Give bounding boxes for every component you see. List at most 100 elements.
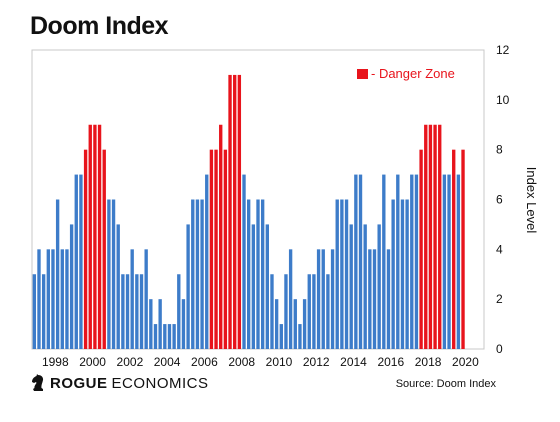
bar <box>391 199 395 349</box>
bar <box>121 274 125 349</box>
bar <box>312 274 316 349</box>
bar-danger <box>428 124 433 349</box>
x-tick-label: 2002 <box>117 355 144 369</box>
bar <box>302 299 307 349</box>
bar <box>116 224 120 349</box>
bar <box>358 174 363 349</box>
bar <box>32 274 37 349</box>
x-tick-label: 2010 <box>266 355 293 369</box>
bar <box>177 274 181 349</box>
bar <box>372 249 377 349</box>
bar-danger <box>223 149 228 349</box>
bar <box>167 324 172 349</box>
bar <box>135 274 139 349</box>
y-tick-label: 8 <box>496 143 503 157</box>
bar <box>349 224 353 349</box>
bar <box>405 199 409 349</box>
bar-danger <box>419 149 423 349</box>
bar-danger <box>214 149 218 349</box>
bar <box>260 199 265 349</box>
brand-name-rest: ECONOMICS <box>111 374 209 392</box>
bar <box>242 174 246 349</box>
bar-danger <box>237 74 242 350</box>
bar <box>382 174 386 349</box>
y-tick-label: 6 <box>496 193 503 207</box>
bar <box>69 224 74 349</box>
bar <box>55 199 60 349</box>
y-tick-label: 10 <box>496 93 510 107</box>
x-tick-label: 2006 <box>191 355 218 369</box>
brand-name-bold: ROGUE <box>50 374 108 392</box>
bar <box>330 249 335 349</box>
bar <box>274 299 279 349</box>
x-tick-label: 1998 <box>42 355 69 369</box>
bar <box>321 249 325 349</box>
x-tick-label: 2018 <box>415 355 442 369</box>
bar-danger <box>97 124 102 349</box>
bar <box>335 199 339 349</box>
bar <box>386 249 391 349</box>
bar <box>447 174 451 349</box>
bar <box>195 199 200 349</box>
bar <box>107 199 111 349</box>
bar <box>288 249 293 349</box>
x-tick-label: 2000 <box>79 355 106 369</box>
x-tick-label: 2014 <box>340 355 367 369</box>
bar <box>265 224 269 349</box>
bar <box>186 224 190 349</box>
bar <box>149 299 153 349</box>
brand-logo: ROGUE ECONOMICS <box>30 374 209 392</box>
bar <box>326 274 330 349</box>
bar <box>410 174 414 349</box>
bar <box>60 249 64 349</box>
bar <box>144 249 148 349</box>
bar <box>153 324 158 349</box>
x-tick-label: 2016 <box>377 355 404 369</box>
bar <box>205 174 209 349</box>
bar <box>377 224 381 349</box>
bar <box>307 274 311 349</box>
bar <box>340 199 344 349</box>
bar-danger <box>452 149 456 349</box>
bar <box>256 199 260 349</box>
bar <box>172 324 176 349</box>
y-tick-label: 4 <box>496 242 503 256</box>
bar-danger <box>461 149 465 349</box>
bar <box>368 249 372 349</box>
bar <box>111 199 116 349</box>
bar <box>191 199 195 349</box>
bar-danger <box>433 124 437 349</box>
legend-swatch <box>357 69 368 79</box>
bar <box>158 299 162 349</box>
chart-title: Doom Index <box>30 12 169 40</box>
bar <box>51 249 55 349</box>
bar <box>79 174 83 349</box>
bar <box>400 199 405 349</box>
bar <box>65 249 69 349</box>
bar <box>293 299 297 349</box>
bar-danger <box>209 149 214 349</box>
bar <box>37 249 41 349</box>
x-tick-label: 2020 <box>452 355 479 369</box>
y-tick-label: 12 <box>496 43 510 57</box>
x-tick-label: 2012 <box>303 355 330 369</box>
bar-danger <box>102 149 106 349</box>
bar-danger <box>93 124 97 349</box>
bar <box>270 274 274 349</box>
bar <box>354 174 358 349</box>
x-tick-label: 2008 <box>228 355 255 369</box>
bar <box>163 324 167 349</box>
source-note: Source: Doom Index <box>395 378 496 390</box>
bar-danger <box>83 149 88 349</box>
bar-danger <box>228 74 232 350</box>
bar <box>363 224 367 349</box>
bar <box>41 274 46 349</box>
bar <box>125 274 130 349</box>
bar <box>298 324 302 349</box>
bar <box>139 274 144 349</box>
knight-chess-icon <box>32 374 44 391</box>
x-tick-label: 2004 <box>154 355 181 369</box>
bar <box>456 174 461 349</box>
bar-danger <box>424 124 428 349</box>
